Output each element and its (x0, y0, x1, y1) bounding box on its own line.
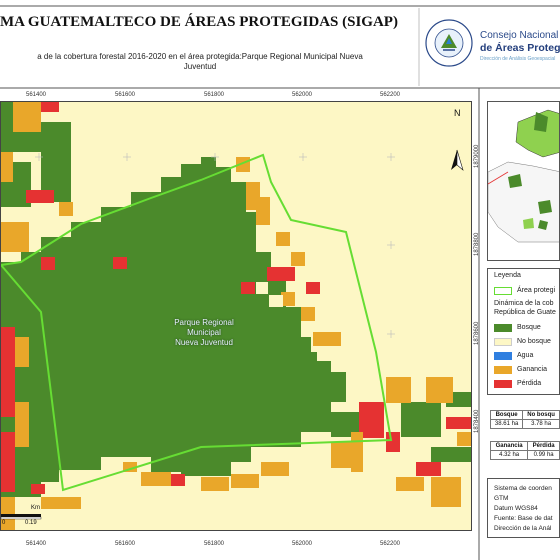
area-label-line-3: Nueva Juventud (175, 338, 233, 347)
stats-table-1: Bosque No bosqu 38.61 ha 3.78 ha (489, 410, 560, 429)
stats-header-perdida: Pérdida (527, 441, 560, 451)
legend-dynamics-line-1: Dinámica de la cob (494, 300, 554, 307)
subtitle-line-2: Juventud (183, 62, 217, 71)
stats-value-ganancia: 4.32 ha (489, 450, 529, 460)
x-tick-bottom-4: 562000 (292, 541, 313, 547)
stats-table-2: Ganancia Pérdida 4.32 ha 0.99 ha (489, 441, 560, 460)
info-line-3: Datum WGS84 (494, 505, 538, 512)
x-tick-bottom-3: 561800 (204, 541, 225, 547)
legend-agua-label: Agua (517, 352, 534, 359)
legend-bosque-label: Bosque (517, 324, 541, 331)
guatemala-seal-icon (425, 19, 473, 67)
org-name-line-1: Consejo Nacional (480, 30, 559, 41)
protected-area-boundary (1, 153, 393, 492)
legend-boundary-swatch (494, 287, 512, 295)
y-tick-1: 1879000 (474, 144, 480, 168)
legend-title: Leyenda (494, 272, 521, 279)
x-tick-top-3: 561800 (204, 92, 225, 98)
map-title: MA GUATEMALTECO DE ÁREAS PROTEGIDAS (SIG… (0, 14, 398, 30)
info-line-4: Fuente: Base de dat (494, 515, 553, 522)
stats-header-no-bosque: No bosqu (522, 410, 560, 420)
legend-agua-swatch (494, 352, 512, 360)
coordinate-info-panel: Sistema de coorden GTM Datum WGS84 Fuent… (487, 478, 560, 538)
map-header: MA GUATEMALTECO DE ÁREAS PROTEGIDAS (SIG… (0, 0, 560, 86)
legend-panel: Leyenda Área protegi Dinámica de la cob … (487, 268, 560, 395)
legend-boundary-label: Área protegi (517, 287, 556, 294)
org-name-line-3: Dirección de Análisis Geoespacial (480, 56, 556, 62)
info-line-1: Sistema de coorden (494, 485, 552, 492)
x-tick-bottom-1: 561400 (26, 541, 47, 547)
scale-unit: Km (31, 505, 40, 511)
non-forest-pockets (61, 282, 331, 530)
map-subtitle: a de la cobertura forestal 2016-2020 en … (0, 52, 400, 72)
info-line-5: Dirección de la Anál (494, 525, 552, 532)
stats-value-no-bosque: 3.78 ha (522, 419, 560, 429)
stats-value-perdida: 0.99 ha (527, 450, 560, 460)
legend-no-bosque-swatch (494, 338, 512, 346)
scale-value: 0.19 (25, 520, 37, 526)
subtitle-line-1: a de la cobertura forestal 2016-2020 en … (37, 52, 363, 61)
inset-map[interactable] (487, 101, 560, 261)
x-tick-bottom-2: 561600 (115, 541, 136, 547)
stats-header-bosque: Bosque (489, 410, 524, 420)
x-tick-top-2: 561600 (115, 92, 136, 98)
x-tick-top-1: 561400 (26, 92, 47, 98)
legend-ganancia-label: Ganancia (517, 366, 547, 373)
legend-ganancia-swatch (494, 366, 512, 374)
north-arrow-icon (451, 149, 464, 171)
legend-bosque-swatch (494, 324, 512, 332)
main-map[interactable]: N Parque Regional Municipal Nueva Juvent… (0, 101, 472, 531)
x-tick-top-5: 562200 (380, 92, 401, 98)
y-tick-4: 1878400 (474, 409, 480, 433)
org-name-line-2: de Áreas Protegid (480, 42, 560, 54)
y-tick-2: 1878800 (474, 232, 480, 256)
stats-header-ganancia: Ganancia (489, 441, 529, 451)
scale-start: 0 (2, 520, 6, 526)
map-canvas (1, 102, 471, 530)
grid-marks (35, 153, 395, 338)
inset-canvas (488, 102, 559, 260)
y-tick-3: 1878600 (474, 321, 480, 345)
area-label-line-1: Parque Regional (174, 318, 234, 327)
forest-loss (1, 102, 471, 494)
info-line-2: GTM (494, 495, 509, 502)
legend-no-bosque-label: No bosque (517, 338, 551, 345)
x-tick-top-4: 562000 (292, 92, 313, 98)
stats-value-bosque: 38.61 ha (489, 419, 524, 429)
area-label: Parque Regional Municipal Nueva Juventud (149, 318, 259, 348)
area-label-line-2: Municipal (187, 328, 221, 337)
legend-perdida-label: Pérdida (517, 380, 542, 387)
legend-dynamics-line-2: República de Guate (494, 309, 556, 316)
forest-cover (1, 102, 471, 512)
x-tick-bottom-5: 562200 (380, 541, 401, 547)
legend-perdida-swatch (494, 380, 512, 388)
north-label: N (454, 108, 461, 118)
scale-bar (1, 514, 42, 520)
